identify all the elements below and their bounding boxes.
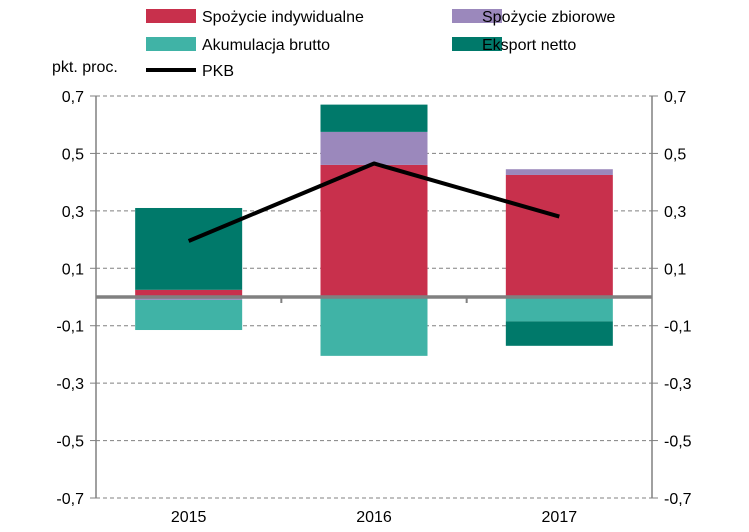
y-tick-label-right: -0,1 [664,319,692,336]
y-tick-label-left: 0,7 [62,89,84,106]
y-tick-label-left: -0,5 [56,434,84,451]
legend-label: PKB [202,63,234,80]
axes: 0,7 0,7 0,5 0,5 0,3 0,3 0,1 0,1 -0,1 -0,1 -0,3 -0,3… [56,89,691,526]
y-tick-label-right: 0,1 [664,261,686,278]
legend-swatch [452,9,502,23]
y-tick-label-left: 0,3 [62,204,84,221]
legend-label: Spożycie indywidualne [202,9,364,26]
x-tick-label: 2016 [356,509,392,526]
legend-label: Eksport netto [482,37,576,54]
legend-label: Spożycie zbiorowe [482,9,616,26]
y-tick-label-left: 0,5 [62,146,84,163]
y-tick-label-left: -0,7 [56,491,84,508]
y-tick-label-right: 0,7 [664,89,686,106]
y-tick-label-right: -0,5 [664,434,692,451]
y-axis-label: pkt. proc. [52,59,118,76]
pkb-line [187,161,560,243]
stacked-bars [135,104,613,356]
y-tick-label-right: -0,3 [664,376,692,393]
y-tick-label-right: -0,7 [664,491,692,508]
bar-segment [135,289,243,297]
bar-segment [505,321,613,346]
y-tick-label-right: 0,3 [664,204,686,221]
bar-segment [320,164,428,297]
bar-segment [505,297,613,322]
bar-segment [505,169,613,175]
bar-segment [135,299,243,331]
x-tick-label: 2017 [542,509,578,526]
bar-segment [505,174,613,297]
bar-segment [320,297,428,356]
y-tick-label-right: 0,5 [664,146,686,163]
pkb-line-path [187,161,560,243]
x-tick-label: 2015 [171,509,207,526]
y-tick-label-left: 0,1 [62,261,84,278]
legend-swatch [146,37,196,51]
y-tick-label-left: -0,3 [56,376,84,393]
bar-segment [135,207,243,290]
y-tick-label-left: -0,1 [56,319,84,336]
legend: Spożycie indywidualne Spożycie zbiorowe Ak… [146,9,616,80]
legend-swatch [452,37,502,51]
legend-swatch [146,9,196,23]
legend-label: Akumulacja brutto [202,37,330,54]
bar-segment [320,131,428,165]
bar-segment [320,104,428,132]
